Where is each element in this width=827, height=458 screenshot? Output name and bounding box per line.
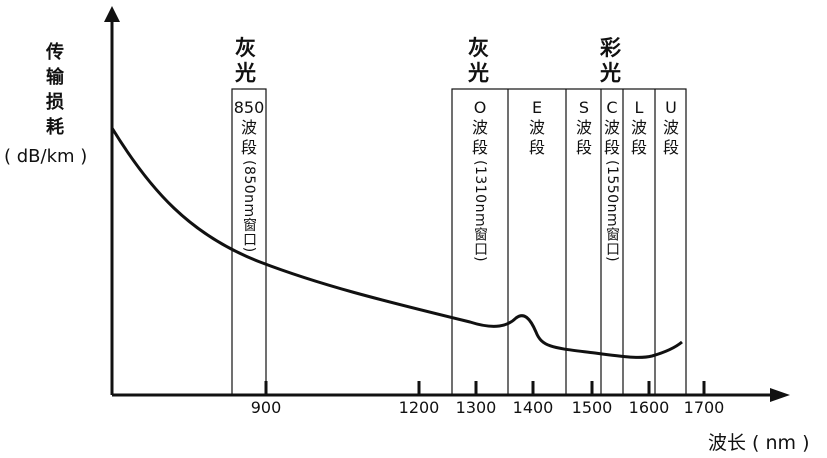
band-c-label: C 波 段 (1550nm窗口) (601, 98, 623, 262)
tick-label-1300: 1300 (455, 398, 497, 417)
tick-label-1600: 1600 (628, 398, 670, 417)
attenuation-curve (110, 127, 683, 359)
y-title-char: 损 (46, 92, 64, 113)
band-s-name: S (578, 98, 590, 117)
x-axis-title: 波长 ( nm ) (708, 432, 810, 454)
group-char: 光 (468, 61, 489, 85)
band-u-label: U 波 段 (657, 98, 685, 158)
band-e-char2: 段 (528, 138, 545, 157)
band-850-label: 850 波 段 (850nm窗口) (232, 98, 266, 253)
tick-label-1200: 1200 (398, 398, 440, 417)
band-o-e-s-c-l-u-box (451, 88, 687, 396)
band-o-char1: 波 (471, 118, 488, 137)
band-o-label: O 波 段 (1310nm窗口) (465, 98, 495, 262)
band-l-label: L 波 段 (626, 98, 652, 158)
band-l-char1: 波 (630, 118, 647, 137)
band-c-name: C (606, 98, 618, 117)
y-title-char: 耗 (46, 117, 64, 138)
tick-label-900: 900 (250, 398, 282, 417)
band-u-char1: 波 (662, 118, 679, 137)
y-title-char: 传 (46, 42, 64, 63)
band-s-label: S 波 段 (570, 98, 598, 158)
band-l-char2: 段 (630, 138, 647, 157)
band-850-name: 850 (233, 98, 265, 117)
band-e-name: E (531, 98, 543, 117)
y-axis-title: 传 输 损 耗 (40, 40, 70, 140)
band-850-char1: 波 (240, 118, 257, 137)
group-char: 光 (600, 61, 621, 85)
tick-label-1500: 1500 (571, 398, 613, 417)
band-850-window-note: (850nm窗口) (241, 160, 257, 253)
band-e-char1: 波 (528, 118, 545, 137)
band-u-char2: 段 (662, 138, 679, 157)
tick-label-1700: 1700 (683, 398, 725, 417)
y-title-char: 输 (46, 67, 64, 88)
y-axis-arrow (104, 6, 120, 22)
group-char: 光 (235, 61, 256, 85)
band-e-label: E 波 段 (522, 98, 552, 158)
band-850-char2: 段 (240, 138, 257, 157)
y-axis-unit: ( dB/km ) (4, 146, 88, 167)
band-s-char1: 波 (575, 118, 592, 137)
group-label-grey-850: 灰 光 (235, 36, 256, 86)
tick-label-1400: 1400 (512, 398, 554, 417)
band-u-name: U (665, 98, 677, 117)
group-char: 灰 (235, 36, 256, 60)
group-label-grey-o: 灰 光 (468, 36, 489, 86)
group-label-color: 彩 光 (600, 36, 621, 86)
band-c-window-note: (1550nm窗口) (604, 160, 620, 263)
band-o-window-note: (1310nm窗口) (472, 160, 488, 263)
group-char: 彩 (600, 36, 621, 60)
band-l-name: L (634, 98, 644, 117)
band-c-char1: 波 (603, 118, 620, 137)
group-char: 灰 (468, 36, 489, 60)
band-o-name: O (473, 98, 487, 117)
band-o-char2: 段 (471, 138, 488, 157)
band-s-char2: 段 (575, 138, 592, 157)
x-axis-arrow (770, 388, 790, 402)
band-850-box (231, 88, 267, 396)
band-c-char2: 段 (603, 138, 620, 157)
